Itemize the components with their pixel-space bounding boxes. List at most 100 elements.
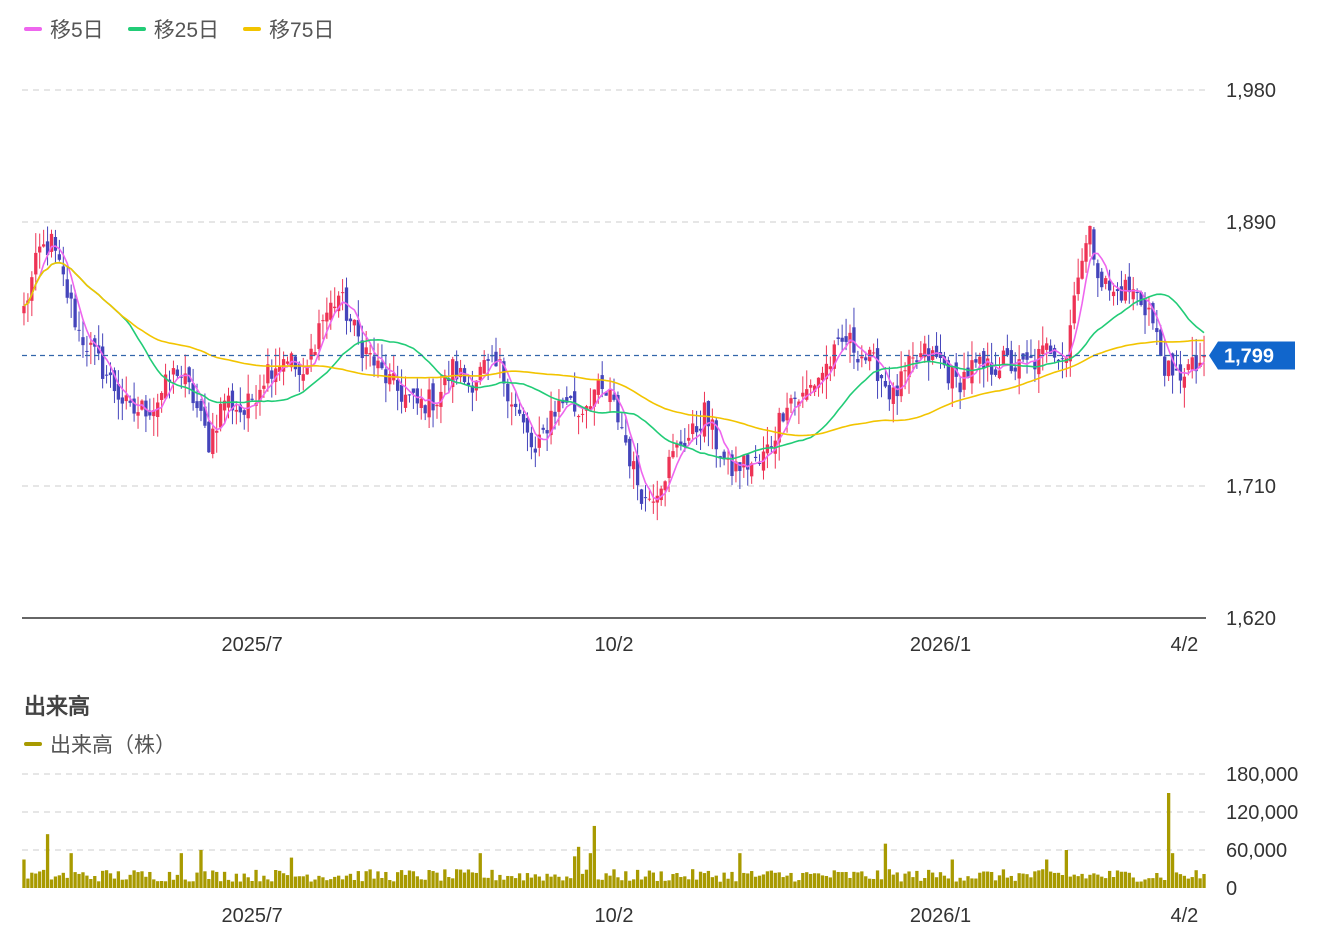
volume-bar bbox=[887, 869, 892, 888]
volume-bar bbox=[116, 871, 121, 888]
volume-bar bbox=[1127, 872, 1131, 888]
volume-bar bbox=[207, 879, 211, 888]
volume-bar bbox=[203, 871, 207, 888]
candle-body bbox=[557, 400, 561, 412]
candle-body bbox=[639, 489, 644, 504]
candle-body bbox=[887, 385, 892, 400]
candle-body bbox=[1151, 303, 1155, 324]
candle-body bbox=[624, 435, 628, 443]
volume-bar bbox=[777, 872, 781, 888]
candle-body bbox=[234, 409, 239, 412]
volume-bar bbox=[753, 876, 758, 888]
candle-body bbox=[41, 244, 46, 247]
candle-body bbox=[124, 395, 128, 402]
candle-body bbox=[797, 401, 801, 407]
candle-body bbox=[89, 342, 93, 345]
candle-body bbox=[258, 389, 262, 402]
candle-body bbox=[942, 356, 947, 366]
candle-body bbox=[600, 375, 604, 390]
candle-body bbox=[915, 360, 919, 363]
volume-bar bbox=[1068, 876, 1072, 888]
volume-bar bbox=[364, 871, 368, 888]
candle-body bbox=[986, 358, 990, 367]
volume-x-tick-label: 2026/1 bbox=[910, 905, 971, 927]
candle-body bbox=[218, 403, 223, 428]
candle-body bbox=[333, 306, 337, 309]
candle-body bbox=[667, 456, 671, 479]
candle-body bbox=[970, 360, 974, 384]
candle-body bbox=[620, 427, 624, 429]
volume-bar bbox=[871, 878, 876, 888]
candle-body bbox=[423, 405, 427, 414]
volume-bar bbox=[171, 879, 176, 888]
candle-body bbox=[694, 426, 699, 433]
candle-body bbox=[1068, 325, 1072, 362]
volume-bar bbox=[757, 875, 762, 888]
candle-body bbox=[360, 340, 364, 359]
volume-bar bbox=[671, 874, 675, 888]
candle-body bbox=[1029, 355, 1033, 358]
volume-bar bbox=[1013, 880, 1017, 888]
candle-body bbox=[372, 356, 376, 366]
volume-legend-item[interactable]: 出来高（株） bbox=[24, 729, 176, 759]
volume-bar bbox=[380, 877, 384, 888]
volume-bar bbox=[726, 878, 730, 888]
volume-bar bbox=[978, 872, 982, 888]
volume-bar bbox=[836, 871, 840, 888]
candle-body bbox=[132, 398, 136, 414]
candle-body bbox=[899, 371, 903, 397]
candle-body bbox=[927, 348, 931, 361]
candle-body bbox=[451, 359, 455, 388]
candle-body bbox=[596, 380, 600, 395]
volume-bar bbox=[679, 877, 683, 888]
candle-body bbox=[1033, 360, 1037, 370]
volume-bar bbox=[321, 877, 325, 888]
volume-tick-label: 180,000 bbox=[1226, 764, 1298, 786]
volume-bar bbox=[215, 871, 219, 888]
volume-bar bbox=[573, 856, 577, 888]
candle-body bbox=[549, 410, 553, 436]
candle-body bbox=[266, 364, 270, 384]
volume-bar bbox=[352, 879, 357, 888]
volume-bar bbox=[419, 879, 423, 888]
candle-body bbox=[1159, 329, 1163, 357]
candle-body bbox=[309, 348, 313, 360]
legend-item-1[interactable]: 移5日 bbox=[24, 14, 104, 44]
candle-body bbox=[982, 351, 986, 368]
candle-body bbox=[108, 372, 113, 376]
volume-bar bbox=[801, 872, 805, 888]
volume-bar bbox=[1119, 871, 1124, 888]
candle-body bbox=[1107, 280, 1112, 291]
volume-bar bbox=[565, 876, 569, 888]
candle-body bbox=[781, 413, 785, 422]
candle-body bbox=[974, 359, 978, 363]
candle-body bbox=[1076, 277, 1080, 295]
volume-tick-label: 60,000 bbox=[1226, 840, 1287, 862]
candle-body bbox=[321, 320, 325, 322]
legend-item-3[interactable]: 移75日 bbox=[243, 14, 334, 44]
volume-bar bbox=[742, 872, 746, 888]
candle-body bbox=[364, 347, 368, 355]
candle-body bbox=[179, 376, 183, 378]
volume-bar bbox=[1182, 875, 1187, 888]
volume-bar bbox=[502, 879, 506, 888]
legend-item-2[interactable]: 移25日 bbox=[127, 14, 219, 44]
volume-bar bbox=[443, 869, 447, 888]
volume-panel-title: 出来高 bbox=[24, 694, 91, 719]
volume-bar bbox=[1056, 872, 1061, 888]
candle-body bbox=[396, 379, 400, 391]
candle-body bbox=[828, 366, 832, 370]
candle-body bbox=[411, 388, 416, 393]
volume-bar bbox=[714, 875, 718, 888]
volume-bar bbox=[1025, 874, 1029, 888]
candle-body bbox=[675, 443, 679, 448]
candle-body bbox=[545, 430, 549, 434]
candle-body bbox=[871, 352, 876, 354]
volume-bar bbox=[478, 853, 482, 888]
candle-body bbox=[305, 365, 309, 375]
candle-body bbox=[569, 395, 573, 399]
candle-body bbox=[399, 384, 404, 402]
volume-bar bbox=[175, 874, 180, 888]
candle-body bbox=[215, 430, 219, 433]
